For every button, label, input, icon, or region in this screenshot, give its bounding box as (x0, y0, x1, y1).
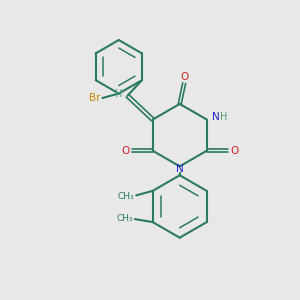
Text: H: H (220, 112, 228, 122)
Text: O: O (181, 72, 189, 82)
Text: Br: Br (89, 93, 101, 103)
Text: N: N (176, 164, 184, 174)
Text: N: N (212, 112, 220, 122)
Text: O: O (121, 146, 130, 156)
Text: CH₃: CH₃ (116, 214, 133, 223)
Text: CH₃: CH₃ (118, 192, 134, 201)
Text: H: H (116, 89, 123, 99)
Text: O: O (230, 146, 238, 156)
